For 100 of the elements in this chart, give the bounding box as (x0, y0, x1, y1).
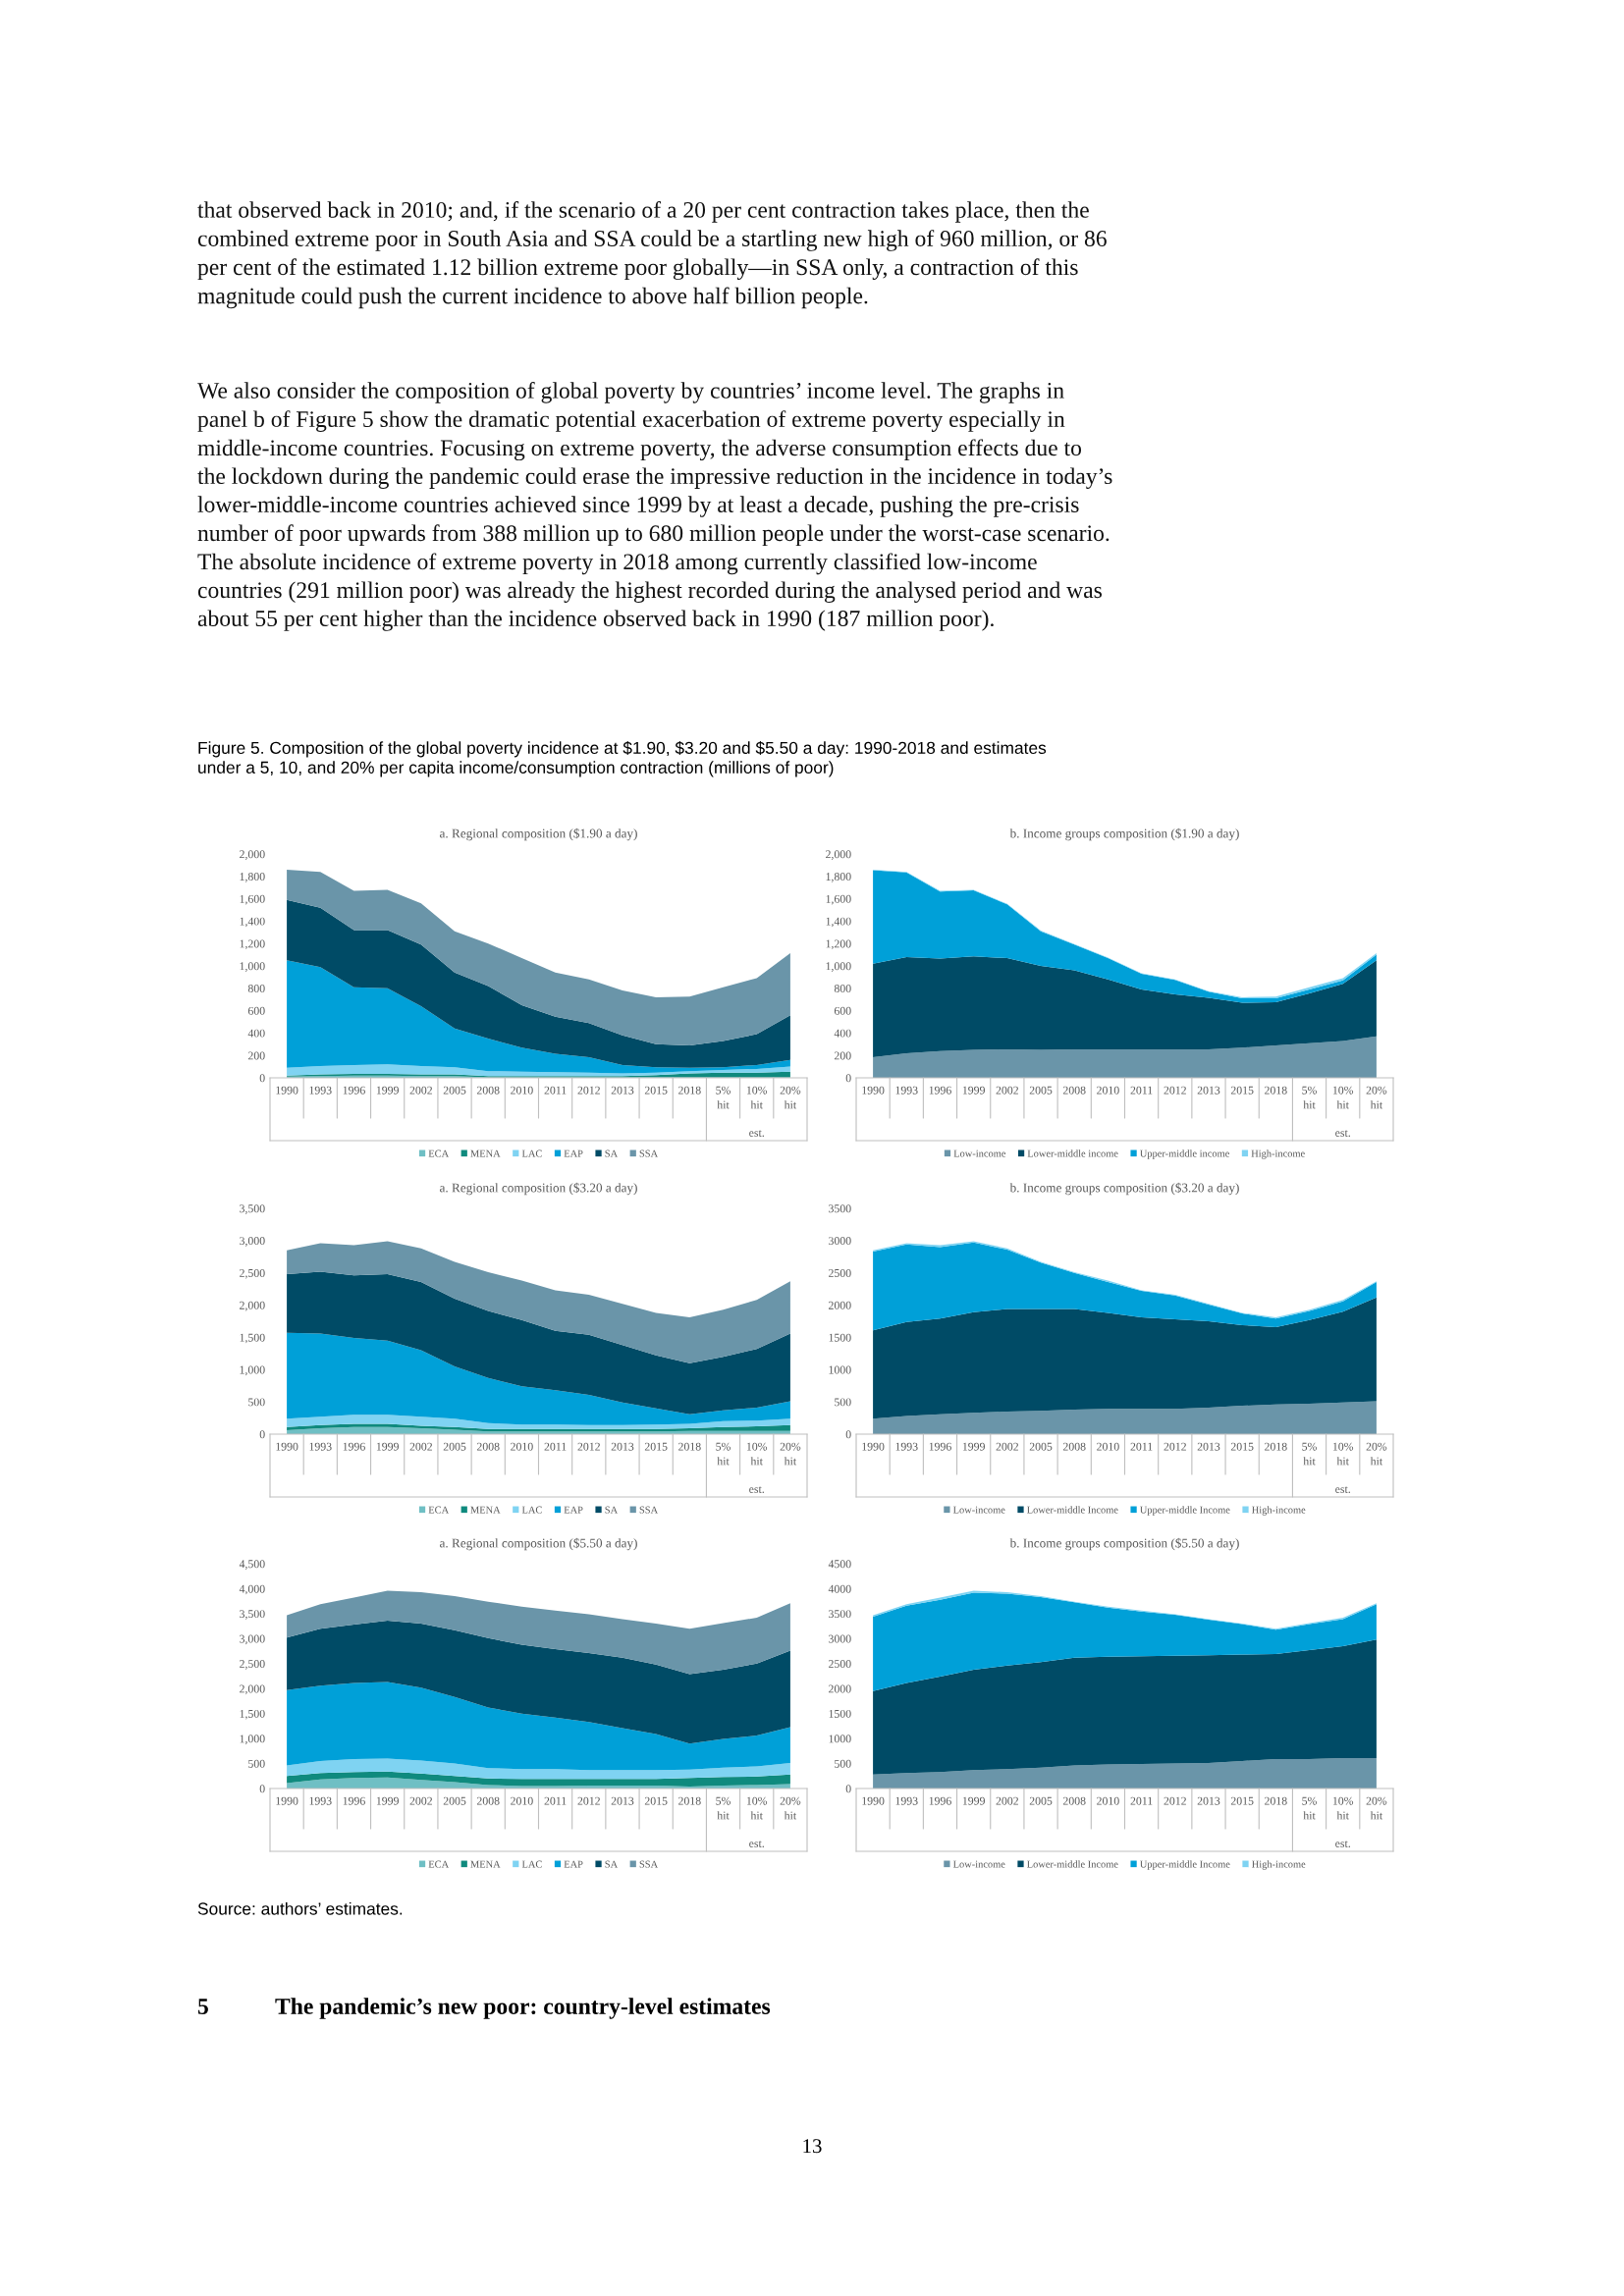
y-tick-label: 500 (835, 1759, 851, 1768)
x-tick-label: 1996 (929, 1086, 951, 1095)
y-tick-label: 400 (834, 1029, 851, 1038)
source-note: Source: authors’ estimates. (197, 1901, 403, 1915)
x-tick-label: 2005 (1029, 1442, 1053, 1451)
y-tick-label: 0 (845, 1430, 851, 1439)
text: The pandemic’s new poor: country-level estimates (275, 1998, 771, 2019)
x-tick-label: 1993 (895, 1086, 918, 1095)
text: 13 (803, 2139, 822, 2154)
legend-label: ECA (428, 1149, 450, 1157)
x-tick-label: 2015 (1230, 1442, 1254, 1451)
x-tick-label: 2015 (1230, 1796, 1254, 1805)
x-tick-label: 2008 (476, 1086, 500, 1095)
y-tick-label: 1,000 (240, 1735, 265, 1745)
x-tick-label: 1993 (895, 1796, 918, 1805)
x-tick-label: 5% hit (716, 1796, 731, 1820)
x-tick-label: 2002 (409, 1442, 432, 1451)
x-tick-label: 2002 (409, 1796, 432, 1805)
x-tick-label: 5% hit (1302, 1086, 1317, 1109)
chart-title: b. Income groups composition ($5.50 a day) (1009, 1537, 1239, 1551)
legend-label: Upper-middle income (1140, 1149, 1229, 1159)
y-tick-label: 1,500 (240, 1333, 265, 1344)
x-tick-label: 2012 (577, 1796, 600, 1805)
y-tick-label: 800 (247, 985, 265, 993)
x-tick-label: 2005 (1029, 1796, 1053, 1805)
y-tick-label: 0 (259, 1430, 265, 1439)
x-tick-label: 2011 (1130, 1442, 1153, 1451)
text: est. (1335, 1130, 1350, 1138)
y-tick-label: 800 (834, 985, 851, 993)
x-tick-label: 2002 (996, 1796, 1018, 1805)
y-tick-label: 2,000 (240, 850, 265, 860)
y-tick-label: 1500 (829, 1709, 851, 1718)
x-tick-label: 2010 (511, 1796, 533, 1805)
text: est. (1335, 1486, 1350, 1494)
text: 5 (197, 1999, 208, 2014)
x-tick-label: 10% hit (746, 1086, 768, 1109)
x-tick-label: 1999 (376, 1796, 399, 1805)
x-tick-label: 1990 (862, 1796, 885, 1805)
legend-label: High-income (1252, 1860, 1306, 1870)
x-tick-label: 1999 (376, 1442, 399, 1451)
y-tick-label: 3,000 (240, 1634, 265, 1645)
x-tick-label: 20% hit (780, 1442, 801, 1466)
y-tick-label: 1,600 (240, 894, 265, 905)
legend-label: ECA (428, 1860, 450, 1868)
x-tick-label: 2002 (996, 1086, 1018, 1095)
x-tick-label: 1996 (929, 1442, 951, 1451)
x-tick-label: 1990 (276, 1442, 298, 1451)
x-tick-label: 2013 (611, 1796, 634, 1805)
y-tick-label: 2,000 (826, 850, 851, 860)
legend-label: Lower-middle income (1027, 1149, 1118, 1157)
x-tick-label: 2015 (644, 1796, 668, 1805)
x-tick-label: 2015 (1230, 1086, 1254, 1095)
y-tick-label: 1,200 (826, 939, 851, 950)
x-tick-label: 2011 (1130, 1086, 1153, 1095)
x-tick-label: 2015 (644, 1086, 668, 1095)
chart-title: b. Income groups composition ($3.20 a day) (1009, 1182, 1239, 1196)
y-tick-label: 1,500 (240, 1709, 265, 1720)
y-tick-label: 500 (248, 1759, 265, 1768)
y-tick-label: 3500 (829, 1610, 851, 1619)
legend-label: LAC (521, 1506, 542, 1514)
x-tick-label: 10% hit (746, 1796, 768, 1820)
x-tick-label: 20% hit (780, 1796, 801, 1820)
y-tick-label: 3000 (829, 1634, 851, 1643)
x-tick-label: 2008 (1062, 1796, 1086, 1805)
y-tick-label: 400 (247, 1029, 265, 1038)
legend-label: EAP (564, 1860, 583, 1868)
x-tick-label: 2011 (544, 1086, 567, 1095)
x-tick-label: 2013 (611, 1086, 634, 1095)
x-tick-label: 10% hit (1332, 1796, 1354, 1820)
x-tick-label: 2011 (544, 1796, 567, 1805)
x-tick-label: 2018 (1265, 1086, 1287, 1095)
y-tick-label: 1,800 (826, 873, 851, 882)
x-tick-label: 2008 (476, 1796, 500, 1805)
x-tick-label: 20% hit (780, 1086, 801, 1109)
legend-label: MENA (470, 1506, 501, 1514)
x-tick-label: 1990 (276, 1086, 298, 1095)
y-tick-label: 2,000 (240, 1301, 265, 1311)
y-tick-label: 500 (248, 1398, 265, 1407)
legend-label: SSA (639, 1860, 659, 1868)
y-tick-label: 0 (259, 1785, 265, 1793)
x-tick-label: 2010 (1097, 1442, 1119, 1451)
x-tick-label: 2008 (1062, 1442, 1086, 1451)
x-tick-label: 2010 (511, 1086, 533, 1095)
legend-label: Low-income (953, 1149, 1006, 1157)
x-tick-label: 1993 (895, 1442, 918, 1451)
x-tick-label: 2011 (1130, 1796, 1153, 1805)
x-tick-label: 2018 (678, 1442, 701, 1451)
y-tick-label: 1,000 (240, 962, 265, 972)
y-tick-label: 600 (247, 1006, 265, 1015)
x-tick-label: 2005 (443, 1086, 466, 1095)
x-tick-label: 2012 (1164, 1442, 1186, 1451)
y-tick-label: 2000 (829, 1684, 851, 1693)
chart-title: a. Regional composition ($5.50 a day) (440, 1537, 637, 1551)
x-tick-label: 2010 (511, 1442, 533, 1451)
x-tick-label: 2018 (678, 1086, 701, 1095)
chart-title: a. Regional composition ($1.90 a day) (440, 828, 637, 841)
legend-label: SA (605, 1149, 619, 1157)
x-tick-label: 1996 (343, 1086, 365, 1095)
y-tick-label: 500 (835, 1398, 851, 1407)
x-tick-label: 2012 (577, 1086, 600, 1095)
